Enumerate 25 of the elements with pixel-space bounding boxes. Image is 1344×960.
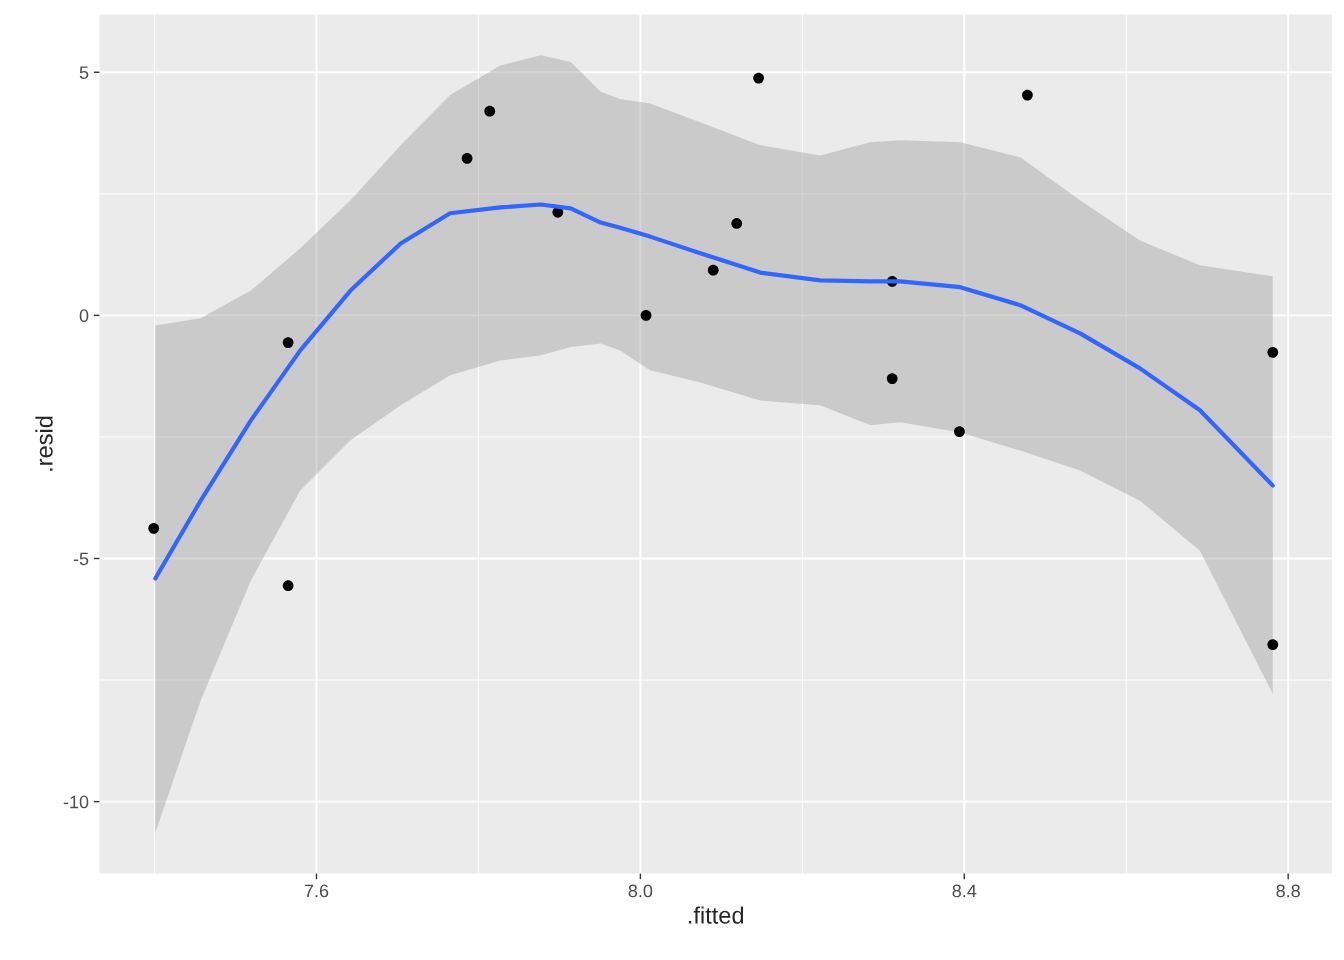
point bbox=[282, 580, 294, 592]
x-tick-label: 8.4 bbox=[952, 884, 977, 898]
point bbox=[1022, 89, 1033, 101]
x-axis-title: .fitted bbox=[688, 906, 744, 924]
y-axis-title: .resid bbox=[35, 416, 53, 471]
point bbox=[1267, 639, 1279, 650]
x-tick-label: 8.8 bbox=[1276, 884, 1300, 898]
point bbox=[282, 337, 294, 348]
y-tick-label: 5 bbox=[79, 66, 89, 79]
point bbox=[1267, 346, 1279, 358]
y-tick-label: -5 bbox=[73, 552, 89, 566]
line-series bbox=[153, 202, 1275, 581]
point bbox=[484, 105, 496, 117]
point bbox=[707, 264, 719, 276]
point bbox=[753, 72, 764, 84]
point bbox=[886, 373, 898, 384]
point bbox=[640, 310, 652, 321]
point bbox=[731, 218, 743, 229]
x-tick-label: 8.0 bbox=[628, 884, 653, 898]
point bbox=[954, 426, 965, 437]
x-tick-label: 7.6 bbox=[304, 884, 329, 898]
y-tick-label: -10 bbox=[63, 795, 89, 809]
point bbox=[461, 152, 473, 164]
point bbox=[148, 522, 160, 534]
y-tick-label: 0 bbox=[79, 309, 89, 323]
